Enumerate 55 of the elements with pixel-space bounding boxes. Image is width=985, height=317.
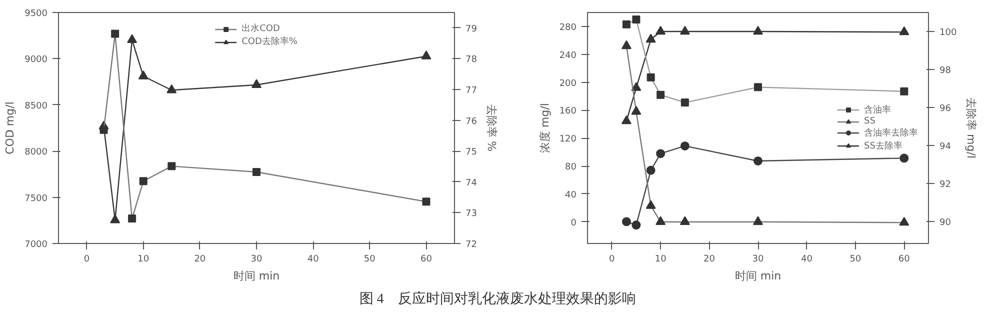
x-tick-label: 50 [364, 254, 376, 264]
x-tick-label: 60 [898, 254, 910, 264]
x-axis-title: 时间 min [233, 270, 280, 282]
x-tick-label: 30 [250, 254, 262, 264]
y-tick-label: 9000 [24, 55, 48, 66]
y2-tick-label: 94 [940, 142, 952, 152]
x-tick-label: 30 [752, 254, 764, 264]
y2-tick-label: 92 [940, 180, 951, 190]
y-tick-label: 8500 [24, 101, 48, 112]
y2-tick-label: 90 [940, 218, 952, 228]
y2-tick-label: 74 [466, 178, 478, 188]
y2-tick-label: 72 [466, 240, 477, 250]
caption: 图 4 反应时间对乳化液废水处理效果的影响 [359, 290, 636, 309]
y-tick-label: 200 [559, 78, 577, 89]
x-tick-label: 20 [194, 254, 206, 264]
y-tick-label: 120 [559, 134, 577, 145]
x-tick-label: 20 [704, 254, 716, 264]
y2-tick-label: 75 [466, 148, 477, 158]
y2-tick-label: 96 [940, 104, 952, 114]
x-tick-label: 0 [84, 254, 90, 264]
x-tick-label: 10 [138, 254, 150, 264]
x-tick-label: 0 [608, 254, 615, 264]
legend-label: SS去除率 [864, 140, 902, 152]
y-tick-label: 280 [559, 22, 577, 33]
x-tick-label: 60 [420, 254, 432, 264]
y-tick-label: 40 [565, 190, 577, 200]
y-tick-label: 9500 [24, 9, 48, 19]
y2-tick-label: 78 [466, 55, 478, 66]
x-tick-label: 10 [654, 254, 667, 264]
y-tick-label: 240 [559, 50, 577, 61]
x-tick-label: 40 [800, 254, 813, 264]
y-axis-title: 浓度 mg/l [538, 103, 552, 153]
y-tick-label: 8000 [24, 148, 48, 158]
y2-tick-label: 73 [466, 209, 477, 220]
y-tick-label: 7000 [24, 240, 48, 250]
y-axis-title: COD mg/l [4, 102, 17, 154]
legend-label: SS [864, 116, 876, 126]
y2-tick-label: 98 [940, 66, 952, 76]
y2-tick-label: 76 [466, 116, 478, 127]
legend-label: 含油率 [864, 104, 891, 116]
y2-tick-label: 79 [466, 24, 478, 34]
y2-axis-title: 去除率 % [484, 104, 498, 152]
y-tick-label: 7500 [24, 194, 48, 204]
legend-label: 含油率去除率 [864, 127, 918, 139]
legend-label: 出水COD [242, 22, 280, 35]
x-tick-label: 50 [850, 254, 862, 264]
y-tick-label: 0 [570, 218, 577, 228]
y2-tick-label: 100 [940, 28, 957, 38]
x-axis-title: 时间 min [734, 270, 782, 282]
legend-label: COD去除率% [242, 36, 298, 48]
y-tick-label: 160 [559, 106, 577, 117]
y2-tick-label: 77 [466, 86, 477, 96]
y2-axis-title: 去除率 mg/l [964, 98, 978, 158]
x-tick-label: 40 [307, 254, 320, 264]
y-tick-label: 80 [565, 162, 577, 173]
